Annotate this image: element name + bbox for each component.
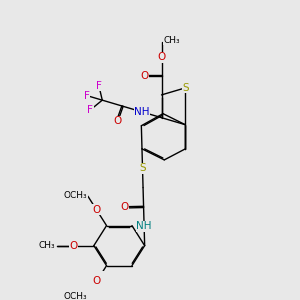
Text: F: F <box>84 91 90 100</box>
Text: O: O <box>140 70 148 80</box>
Text: S: S <box>139 163 146 173</box>
Text: F: F <box>87 105 93 115</box>
Text: O: O <box>121 202 129 212</box>
Text: OCH₃: OCH₃ <box>64 292 87 300</box>
Text: NH: NH <box>136 221 152 231</box>
Text: CH₃: CH₃ <box>38 241 55 250</box>
Text: O: O <box>48 241 55 250</box>
Text: CH₃: CH₃ <box>163 36 180 45</box>
Text: O: O <box>70 241 78 250</box>
Text: O: O <box>158 52 166 62</box>
Text: NH: NH <box>134 107 150 117</box>
Text: O: O <box>92 276 101 286</box>
Text: O: O <box>92 205 101 215</box>
Text: O: O <box>113 116 121 126</box>
Text: S: S <box>183 83 189 93</box>
Text: OCH₃: OCH₃ <box>64 190 87 200</box>
Text: F: F <box>96 81 102 91</box>
